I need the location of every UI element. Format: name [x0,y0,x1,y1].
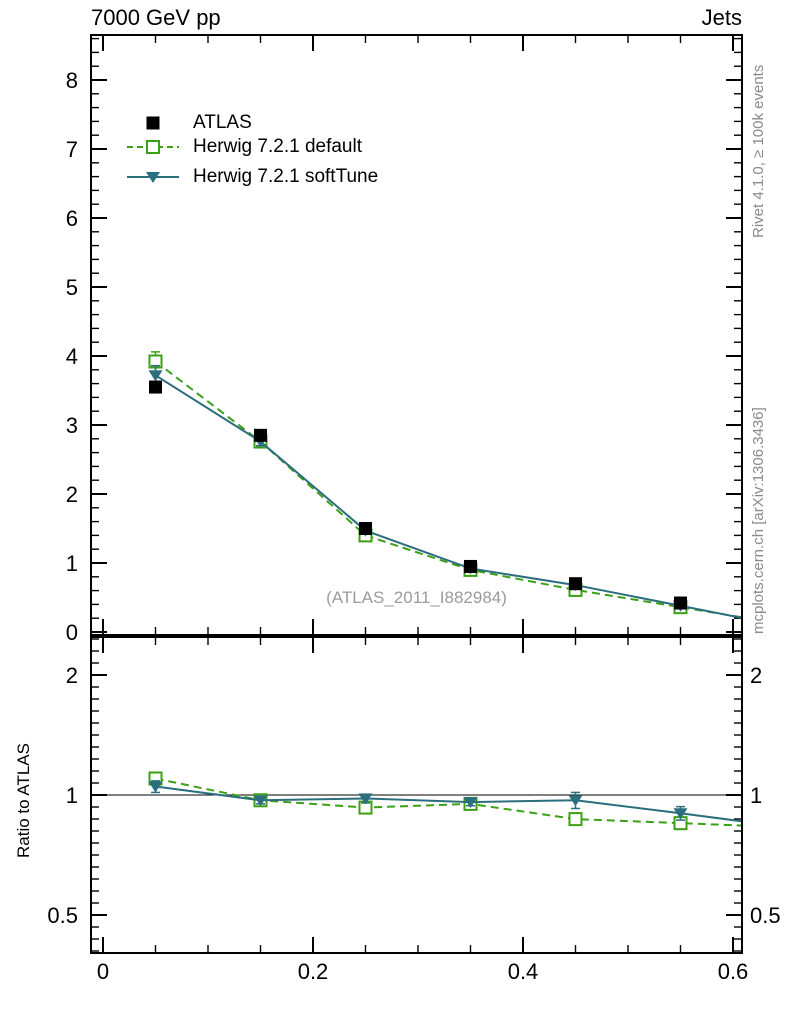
y-tick-label: 0 [66,620,78,645]
ratio-tick-label-left: 2 [66,663,78,688]
y-axis-ticks [91,37,742,633]
series-line [154,360,741,619]
x-axis-ticks [102,637,734,953]
series-herwig-7-2-1-softtune [148,780,741,823]
x-tick-label: 0 [97,959,109,984]
ratio-tick-label-right: 1 [750,783,762,808]
marker-triangle-down [358,793,373,805]
mcplots-arxiv-note: mcplots.cern.ch [arXiv:1306.3436] [750,407,767,634]
plot-title-right: Jets [701,5,742,30]
legend-label-atlas: ATLAS [193,112,252,133]
marker-triangle-down [568,795,583,807]
legend-item-herwig-softtune: Herwig 7.2.1 softTune [125,164,378,190]
legend-item-herwig-default: Herwig 7.2.1 default [125,134,362,160]
watermark-analysis-id: (ATLAS_2011_I882984) [326,588,507,607]
marker-square-filled [569,577,582,591]
legend-marker-svg [127,140,179,154]
x-tick-label: 0.4 [508,959,539,984]
series-line [155,785,741,823]
legend-marker-svg [146,116,160,130]
marker-triangle-down [463,797,478,809]
legend-label-herwig-default: Herwig 7.2.1 default [193,136,362,157]
y-tick-label: 2 [66,482,78,507]
ratio-axis-label: Ratio to ATLAS [14,743,33,858]
y-tick-label: 7 [66,137,78,162]
x-tick-label: 0.2 [298,959,329,984]
title-row: 7000 GeV pp Jets [91,5,742,31]
marker-square-filled [674,596,687,610]
y-tick-label: 8 [66,68,78,93]
ratio-tick-label-right: 0.5 [750,903,781,928]
atlas-marker-icon [125,110,181,136]
plot-title-left: 7000 GeV pp [91,5,221,30]
legend-square-filled-icon [146,116,160,130]
legend-marker-svg [127,172,179,183]
ratio-tick-label-left: 0.5 [47,903,78,928]
y-tick-label: 4 [66,344,78,369]
y-tick-label: 6 [66,206,78,231]
herwig-softtune-marker-icon [125,164,181,190]
marker-square-filled [359,522,372,535]
main-plot-frame [90,34,743,636]
marker-square-open [568,812,583,827]
series-herwig-7-2-1-softtune [148,364,741,619]
legend-triangle-down-icon [146,172,160,183]
legend-square-open-icon [146,140,160,154]
y-tick-label: 3 [66,413,78,438]
series-herwig-7-2-1-default [148,351,741,619]
legend-label-herwig-softtune: Herwig 7.2.1 softTune [193,166,379,187]
legend-item-atlas: ATLAS [125,110,252,136]
y-tick-label: 5 [66,275,78,300]
rivet-version-note: Rivet 4.1.0, ≥ 100k events [750,64,767,238]
ratio-tick-label-right: 2 [750,663,762,688]
y-tick-label: 1 [66,551,78,576]
x-axis-ticks [102,35,734,635]
marker-square-filled [254,428,267,442]
ratio-tick-label-left: 1 [66,783,78,808]
series-line [154,374,741,619]
marker-triangle-down [673,808,688,820]
marker-triangle-down [148,781,163,793]
x-tick-label: 0.6 [718,959,749,984]
marker-triangle-down [148,370,163,382]
series-atlas [149,380,687,610]
marker-triangle-down [253,795,268,807]
marker-square-filled [464,559,477,573]
herwig-default-marker-icon [125,134,181,160]
marker-square-filled [149,380,162,394]
